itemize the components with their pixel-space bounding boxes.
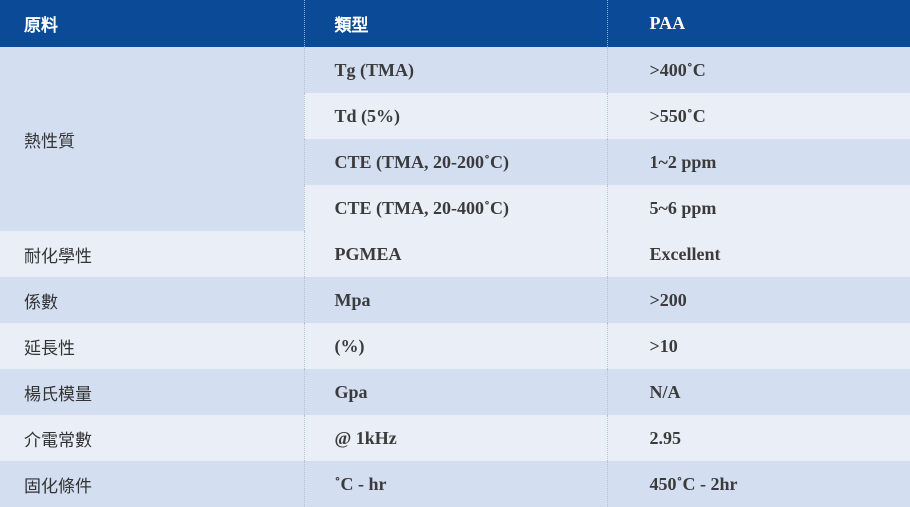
- row-type: ˚C - hr: [304, 461, 608, 507]
- row-type: @ 1kHz: [304, 415, 608, 461]
- row-type: Mpa: [304, 277, 608, 323]
- row-category: 耐化學性: [0, 231, 305, 277]
- table-row: 楊氏模量 Gpa N/A: [0, 369, 910, 415]
- header-category: 原料: [0, 0, 305, 47]
- row-type: CTE (TMA, 20-200˚C): [304, 139, 608, 185]
- table-row: 熱性質 Tg (TMA) >400˚C: [0, 47, 910, 231]
- row-value: >550˚C: [607, 93, 910, 139]
- row-type: Td (5%): [304, 93, 608, 139]
- row-type: (%): [304, 323, 608, 369]
- table-row: 係數 Mpa >200: [0, 277, 910, 323]
- table-row: 介電常數 @ 1kHz 2.95: [0, 415, 910, 461]
- row-value: >200: [607, 277, 910, 323]
- header-row: 原料 類型 PAA: [0, 0, 910, 47]
- row-value: >10: [607, 323, 910, 369]
- row-value: 450˚C - 2hr: [607, 461, 910, 507]
- header-value: PAA: [607, 0, 910, 47]
- row-category: 介電常數: [0, 415, 305, 461]
- row-value: 5~6 ppm: [607, 185, 910, 231]
- row-value: Excellent: [607, 231, 910, 277]
- table-row: 延長性 (%) >10: [0, 323, 910, 369]
- table-row: CTE (TMA, 20-400˚C) 5~6 ppm: [0, 185, 910, 231]
- row-type: Gpa: [304, 369, 608, 415]
- row-value: >400˚C: [607, 47, 910, 93]
- row-value: N/A: [607, 369, 910, 415]
- header-type: 類型: [304, 0, 608, 47]
- row-value: 2.95: [607, 415, 910, 461]
- row-category: 固化條件: [0, 461, 305, 507]
- row-value: 1~2 ppm: [607, 139, 910, 185]
- table-row: Td (5%) >550˚C: [0, 93, 910, 139]
- row-category: 楊氏模量: [0, 369, 305, 415]
- row-type: PGMEA: [304, 231, 608, 277]
- table-row: 耐化學性 PGMEA Excellent: [0, 231, 910, 277]
- row-type: CTE (TMA, 20-400˚C): [304, 185, 608, 231]
- row-category: 延長性: [0, 323, 305, 369]
- row-type: Tg (TMA): [304, 47, 608, 93]
- row-category: 係數: [0, 277, 305, 323]
- row-category-thermal: 熱性質: [0, 47, 305, 231]
- table-row: 固化條件 ˚C - hr 450˚C - 2hr: [0, 461, 910, 507]
- table-row: CTE (TMA, 20-200˚C) 1~2 ppm: [0, 139, 910, 185]
